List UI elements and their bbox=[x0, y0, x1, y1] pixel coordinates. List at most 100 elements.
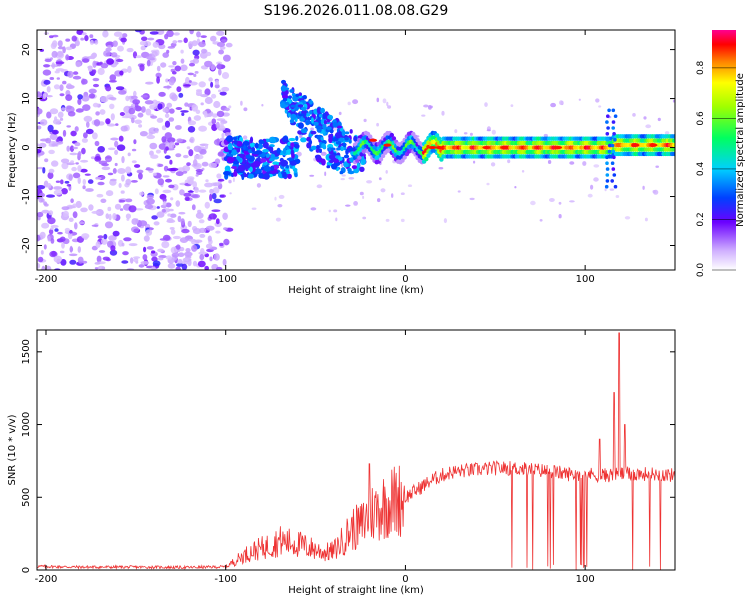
spectrogram-cell bbox=[94, 262, 101, 265]
spectrogram-cell bbox=[72, 211, 78, 219]
spectrogram-cell bbox=[92, 102, 99, 108]
spectrogram-cell bbox=[294, 173, 298, 178]
spectrogram-cell bbox=[135, 30, 142, 33]
spectrogram-cell bbox=[83, 115, 93, 122]
spectrogram-cell bbox=[217, 178, 225, 182]
spectrogram-cell bbox=[110, 245, 116, 252]
spectrogram-cell bbox=[657, 117, 661, 122]
spectrogram-cell bbox=[137, 112, 144, 118]
x-tick-label: 100 bbox=[576, 274, 595, 285]
spectrogram-cell bbox=[128, 205, 137, 213]
spectrogram-cell bbox=[274, 196, 277, 201]
spectrogram-cell bbox=[66, 83, 72, 90]
spectrogram-cell bbox=[341, 174, 346, 177]
spectrogram-cell bbox=[241, 159, 246, 165]
spectrogram-cell bbox=[176, 86, 182, 93]
spectrogram-cell bbox=[49, 35, 54, 39]
spectrogram-cell bbox=[212, 187, 220, 194]
spectrogram-cell bbox=[251, 207, 257, 210]
spectrogram-cell bbox=[258, 143, 263, 149]
spectrogram-cell bbox=[121, 156, 125, 164]
spectrogram-cell bbox=[569, 161, 575, 165]
spectrogram-cell bbox=[402, 155, 407, 160]
spectrogram-cell bbox=[356, 162, 360, 168]
spectrogram-cell bbox=[275, 217, 281, 222]
spectrogram-cell bbox=[74, 222, 78, 230]
spectrogram-cell bbox=[44, 203, 49, 207]
spectrogram-cell bbox=[282, 87, 290, 91]
spectrogram-cell bbox=[233, 171, 238, 177]
spectrogram-cell bbox=[221, 86, 230, 92]
spectrogram-cell bbox=[378, 157, 384, 162]
spectrogram-cell bbox=[300, 128, 308, 134]
spectrogram-cell bbox=[141, 36, 148, 42]
spectrogram-cell bbox=[606, 126, 610, 130]
spectrogram-cell bbox=[252, 160, 261, 168]
spectrogram-cell bbox=[191, 104, 198, 112]
spectrogram-cell bbox=[143, 246, 147, 253]
spectrogram-cell bbox=[169, 227, 175, 230]
spectrogram-cell bbox=[196, 171, 203, 176]
spectrogram-cell bbox=[176, 263, 184, 267]
spectrogram-cell bbox=[62, 129, 67, 137]
spectrogram-cell bbox=[214, 158, 221, 165]
spectrogram-cell bbox=[291, 153, 295, 159]
spectrogram-cell bbox=[194, 71, 199, 74]
spectrogram-cell bbox=[604, 188, 607, 192]
snr-plot-area bbox=[37, 332, 675, 570]
spectrogram-cell bbox=[216, 173, 222, 179]
spectrogram-cell bbox=[120, 190, 125, 194]
spectrogram-cell bbox=[56, 77, 60, 80]
spectrogram-cell bbox=[163, 165, 169, 172]
spectrogram-cell bbox=[558, 201, 562, 205]
spectrogram-cell bbox=[157, 178, 165, 186]
spectrogram-cell bbox=[385, 170, 388, 174]
spectrogram-cell bbox=[295, 135, 299, 141]
spectrogram-cell bbox=[181, 112, 185, 117]
spectrogram-cell bbox=[221, 72, 230, 79]
spectrogram-cell bbox=[359, 191, 364, 196]
spectrogram-cell bbox=[193, 115, 202, 121]
spectrogram-cell bbox=[166, 102, 173, 108]
spectrogram-cell bbox=[47, 183, 52, 189]
spectrogram-cell bbox=[105, 85, 112, 92]
spectrogram-cell bbox=[282, 171, 287, 178]
spectrogram-cell bbox=[147, 37, 155, 41]
spectrogram-cell bbox=[500, 145, 509, 150]
spectrogram-cell bbox=[170, 229, 176, 235]
colorbar-tick-label: 0.0 bbox=[696, 263, 706, 278]
spectrogram-cell bbox=[117, 168, 126, 174]
spectrogram-cell bbox=[55, 180, 61, 183]
spectrogram-cell bbox=[158, 255, 167, 259]
spectrogram-cell bbox=[121, 242, 125, 247]
spectrogram-cell bbox=[343, 161, 349, 168]
spectrogram-cell bbox=[81, 233, 90, 239]
spectrogram-cell bbox=[138, 220, 148, 227]
spectrogram-cell bbox=[331, 163, 338, 170]
spectrogram-cell bbox=[216, 61, 223, 65]
spectrogram-cell bbox=[48, 168, 55, 174]
spectrogram-cell bbox=[153, 221, 160, 226]
spectrogram-cell bbox=[97, 235, 104, 239]
spectrogram-cell bbox=[391, 193, 394, 198]
spectrogram-cell bbox=[287, 173, 292, 179]
spectrogram-cell bbox=[49, 77, 55, 80]
spectrogram-cell bbox=[131, 117, 135, 124]
spectrogram-cell bbox=[65, 38, 71, 42]
spectrogram-cell bbox=[348, 147, 354, 152]
spectrogram-cell bbox=[593, 177, 599, 182]
spectrogram-cell bbox=[92, 60, 97, 68]
spectrogram-cell bbox=[60, 107, 66, 111]
spectrogram-cell bbox=[57, 231, 63, 235]
spectrogram-cell bbox=[67, 111, 76, 117]
spectrogram-cell bbox=[51, 143, 58, 147]
spectrogram-cell bbox=[172, 235, 181, 240]
spectrogram-cell bbox=[166, 49, 170, 54]
spectrogram-cell bbox=[587, 193, 593, 198]
spectrogram-cell bbox=[280, 159, 288, 167]
spectrogram-cell bbox=[119, 199, 126, 203]
spectrogram-cell bbox=[177, 215, 182, 223]
spectrogram-cell bbox=[223, 238, 230, 246]
spectrogram-cell bbox=[380, 188, 386, 193]
